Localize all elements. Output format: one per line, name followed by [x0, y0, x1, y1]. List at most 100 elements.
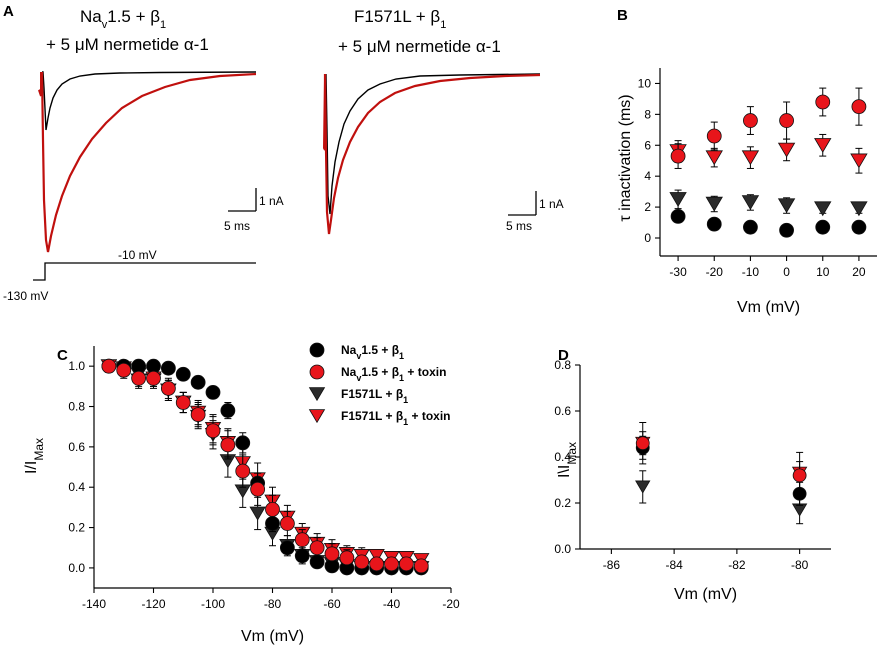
- series-3: [635, 422, 808, 495]
- series-2: [669, 189, 868, 217]
- x-tick-label: -80: [264, 597, 282, 611]
- data-point: [779, 222, 794, 238]
- data-point: [815, 219, 831, 235]
- series-1: [635, 431, 807, 490]
- data-point: [354, 554, 370, 570]
- data-point: [851, 219, 867, 235]
- panel-c-plot: 0.0 0.2 0.4 0.6 0.8 1.0 -140 -120 -100 -80 -60 -40 -…: [23, 346, 460, 645]
- x-tick-label: 20: [852, 265, 866, 279]
- data-point: [814, 138, 832, 153]
- y-tick-label: 0.8: [554, 358, 571, 372]
- series-0: [635, 435, 807, 506]
- data-point: [635, 436, 650, 451]
- x-tick-label: -10: [742, 265, 760, 279]
- x-tick-label: -20: [442, 597, 460, 611]
- panel-b: B 0 2 4 6 8 10 -30 -20 -10 0 10 20 Vm (mV) τ inactiva…: [617, 7, 877, 316]
- data-point: [384, 556, 399, 572]
- x-tick-label: -40: [383, 597, 401, 611]
- data-point: [741, 150, 760, 166]
- x-tick-label: -86: [603, 558, 621, 572]
- data-point: [101, 358, 117, 374]
- legend-label: Nav1.5 + β1: [341, 343, 404, 361]
- data-point: [777, 198, 796, 214]
- data-point: [851, 99, 867, 115]
- x-tick-label: 10: [816, 265, 830, 279]
- data-point: [250, 481, 266, 497]
- x-tick-label: 0: [783, 265, 790, 279]
- series-0: [670, 208, 867, 238]
- y-tick-label: 8: [644, 107, 651, 121]
- trace2-title-line2: + 5 μM nermetide α-1: [338, 37, 501, 56]
- trace1-title-line1: Nav1.5 + β1: [80, 7, 166, 31]
- panel-b-plot: 0 2 4 6 8 10 -30 -20 -10 0 10 20 Vm (mV) τ inactivati…: [617, 68, 877, 316]
- y-tick-label: 0.6: [554, 404, 571, 418]
- data-point: [309, 540, 325, 556]
- legend-label: F1571L + β1: [341, 387, 408, 405]
- data-point: [398, 556, 414, 572]
- data-point: [279, 540, 295, 556]
- data-point: [814, 201, 832, 217]
- y-tick-label: 6: [644, 138, 651, 152]
- legend-marker: [308, 387, 326, 402]
- y-axis-label: I\IMax: [556, 442, 579, 478]
- data-point: [741, 195, 760, 211]
- data-point: [160, 380, 176, 396]
- y-tick-label: 4: [644, 169, 651, 183]
- legend-label: Nav1.5 + β1 + toxin: [341, 365, 446, 383]
- trace2-title-line1: F1571L + β1: [354, 7, 446, 31]
- y-tick-label: 0.6: [68, 440, 85, 454]
- y-tick-label: 10: [638, 76, 652, 90]
- data-point: [220, 403, 236, 418]
- panel-a: A Nav1.5 + β1 + 5 μM nermetide α-1 F1571…: [3, 3, 564, 303]
- data-point: [777, 142, 796, 158]
- data-point: [706, 128, 722, 144]
- data-point: [220, 437, 236, 453]
- trace1-scale-time-label: 5 ms: [224, 219, 250, 233]
- data-point: [190, 374, 206, 390]
- x-tick-label: -30: [669, 265, 687, 279]
- series-2: [635, 470, 808, 525]
- data-point: [235, 435, 251, 451]
- y-tick-label: 0.8: [68, 400, 85, 414]
- data-point: [850, 153, 868, 169]
- x-axis-label: Vm (mV): [737, 299, 800, 316]
- trace1-control-current: [42, 71, 257, 131]
- data-point: [205, 384, 221, 400]
- x-axis-label: Vm (mV): [674, 586, 737, 603]
- data-point: [705, 196, 723, 212]
- x-tick-label: -140: [82, 597, 106, 611]
- legend-marker: [309, 342, 325, 358]
- data-point: [413, 558, 429, 574]
- panel-c-legend: Nav1.5 + β1 Nav1.5 + β1 + toxin F1571L + β…: [308, 342, 451, 427]
- data-point: [670, 148, 686, 164]
- panel-label-b: B: [617, 7, 628, 24]
- data-point: [850, 201, 868, 217]
- y-tick-label: 0.4: [554, 450, 571, 464]
- protocol-hold-label: -130 mV: [3, 289, 48, 303]
- series-3: [669, 133, 868, 174]
- trace1-scale-bar: 1 nA 5 ms: [224, 188, 284, 233]
- trace2-capacitive-artifact: [322, 73, 326, 151]
- data-point: [369, 556, 385, 572]
- trace1-scale-current-label: 1 nA: [259, 194, 284, 208]
- x-tick-label: -20: [706, 265, 724, 279]
- panel-c: C 0.0 0.2 0.4 0.6 0.8 1.0 -140 -120 -100 -80 -60 -4…: [23, 342, 460, 645]
- data-point: [670, 208, 686, 224]
- data-point: [294, 548, 310, 564]
- legend-label: F1571L + β1 + toxin: [341, 409, 451, 427]
- y-tick-label: 0.2: [68, 521, 85, 535]
- trace2-scale-current-label: 1 nA: [539, 197, 564, 211]
- data-point: [160, 360, 176, 376]
- y-axis-label: τ inactivation (ms): [617, 94, 634, 221]
- panel-d-plot: 0.0 0.2 0.4 0.6 0.8 -86 -84 -82 -80 Vm (mV) I\IMax: [554, 358, 831, 603]
- data-point: [175, 395, 191, 410]
- data-point: [190, 407, 206, 422]
- trace2-scale-time-label: 5 ms: [506, 219, 532, 233]
- data-point: [279, 516, 295, 531]
- trace2-scale-bar: 1 nA 5 ms: [506, 191, 564, 233]
- y-tick-label: 1.0: [68, 359, 85, 373]
- data-point: [368, 549, 385, 563]
- data-point: [294, 532, 310, 548]
- trace2-control-current: [325, 73, 541, 215]
